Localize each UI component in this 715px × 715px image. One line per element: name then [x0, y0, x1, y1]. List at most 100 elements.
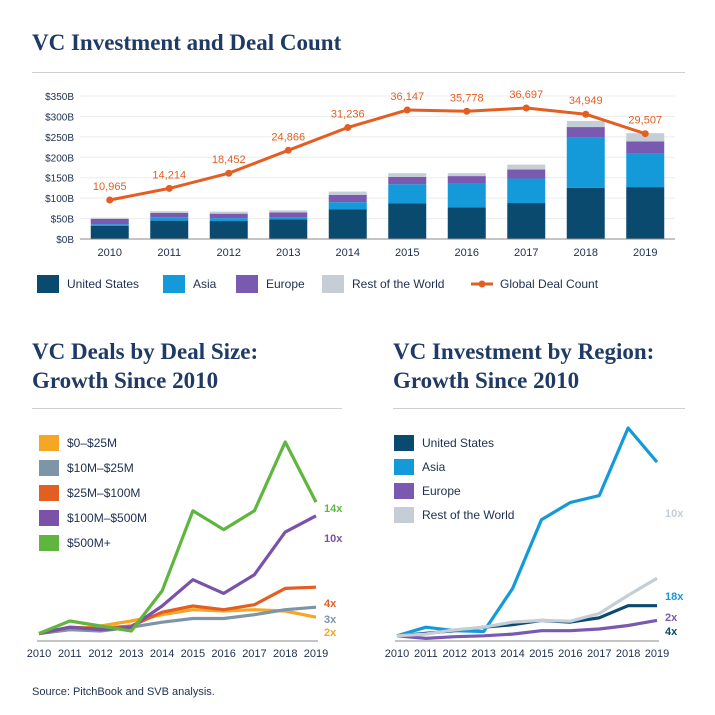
deal-count-label: 36,697 — [509, 89, 543, 101]
deal-count-point — [522, 104, 530, 112]
x-tick-label: 2013 — [119, 648, 143, 660]
x-tick-label: 2016 — [455, 247, 479, 259]
legend-label: Asia — [193, 277, 217, 291]
bar-us — [269, 219, 308, 239]
legend-swatch-s25_100 — [39, 485, 59, 501]
x-tick-label: 2015 — [181, 648, 205, 660]
bar-us — [566, 187, 605, 239]
title-divider — [393, 408, 685, 409]
legend-label: $25M–$100M — [67, 486, 140, 500]
series-line-s100_500 — [38, 514, 317, 636]
bar-us — [388, 203, 427, 239]
legend-label: Global Deal Count — [500, 277, 599, 291]
series-line-row — [396, 576, 658, 638]
series-line-s500 — [38, 440, 318, 635]
x-tick-label: 2013 — [276, 247, 300, 259]
end-label: 2x — [665, 612, 678, 624]
deal-count-point — [641, 130, 649, 138]
bar-row — [328, 191, 367, 195]
x-tick-label: 2011 — [58, 648, 82, 660]
bar-us — [150, 220, 189, 239]
bar-europe — [90, 218, 129, 225]
chart-title-deal-size-line2: Growth Since 2010 — [32, 368, 219, 393]
bar-us — [90, 225, 129, 239]
chart-title-region: VC Investment by Region: Growth Since 20… — [393, 337, 693, 395]
bar-row — [447, 173, 486, 177]
legend-label: $10M–$25M — [67, 461, 134, 475]
x-tick-label: 2014 — [150, 648, 174, 660]
x-tick-label: 2010 — [385, 648, 409, 660]
x-tick-label: 2011 — [414, 648, 438, 660]
deal-count-point — [225, 169, 233, 177]
bar-asia — [507, 178, 546, 204]
bar-us — [447, 207, 486, 239]
bar-asia — [328, 202, 367, 210]
end-label: 2x — [324, 627, 337, 639]
legend-swatch-asia — [163, 275, 185, 293]
bar-europe — [626, 141, 665, 154]
end-label: 10x — [324, 533, 343, 545]
legend-label: $100M–$500M — [67, 511, 147, 525]
bar-row — [566, 120, 605, 128]
legend-swatch-s500 — [39, 535, 59, 551]
bar-europe — [150, 212, 189, 218]
legend-swatch-us — [37, 275, 59, 293]
legend-swatch-s10_25 — [39, 460, 59, 476]
source-note: Source: PitchBook and SVB analysis. — [32, 686, 215, 698]
y-tick-label: $200B — [45, 153, 74, 164]
bar-us — [507, 203, 546, 239]
bar-us — [626, 187, 665, 239]
x-tick-label: 2014 — [336, 247, 360, 259]
chart-title-investment: VC Investment and Deal Count — [32, 30, 342, 55]
bar-asia — [566, 137, 605, 188]
legend-swatch-deal-point — [478, 280, 486, 288]
end-label: 18x — [665, 591, 684, 603]
deal-count-label: 36,147 — [390, 91, 424, 103]
bar-europe — [209, 213, 248, 219]
end-label: 3x — [324, 614, 337, 626]
y-tick-label: $150B — [45, 174, 74, 185]
y-tick-label: $300B — [45, 112, 74, 123]
bar-asia — [626, 153, 665, 188]
x-tick-label: 2010 — [98, 247, 122, 259]
legend-label: Rest of the World — [422, 508, 514, 522]
bar-asia — [388, 184, 427, 204]
bar-europe — [447, 176, 486, 184]
legend-label: United States — [422, 436, 494, 450]
deal-count-point — [165, 184, 173, 192]
bar-asia — [90, 224, 129, 226]
x-tick-label: 2017 — [514, 247, 538, 259]
bar-asia — [150, 217, 189, 221]
chart-title-region-line1: VC Investment by Region: — [393, 339, 655, 364]
title-divider — [32, 408, 342, 409]
x-tick-label: 2015 — [395, 247, 419, 259]
deal-count-label: 34,949 — [569, 95, 603, 107]
x-tick-label: 2011 — [157, 247, 181, 259]
bar-row — [90, 217, 129, 219]
legend-swatch-europe — [236, 275, 258, 293]
legend-label: Europe — [266, 277, 305, 291]
deal-count-label: 35,778 — [450, 92, 484, 104]
bar-row — [269, 210, 308, 213]
y-tick-label: $0B — [56, 235, 74, 246]
x-tick-label: 2012 — [88, 648, 112, 660]
bar-us — [328, 209, 367, 239]
bar-europe — [328, 194, 367, 203]
x-tick-label: 2019 — [633, 247, 657, 259]
end-label: 10x — [665, 508, 684, 520]
bar-asia — [209, 218, 248, 222]
x-tick-label: 2017 — [587, 648, 611, 660]
x-tick-label: 2018 — [273, 648, 297, 660]
legend-swatch-row — [394, 507, 414, 523]
x-tick-label: 2018 — [574, 247, 598, 259]
bar-asia — [269, 217, 308, 220]
x-tick-label: 2014 — [500, 648, 524, 660]
y-tick-label: $100B — [45, 194, 74, 205]
bar-row — [626, 133, 665, 142]
series-line-europe — [396, 618, 658, 640]
legend-label: United States — [67, 277, 139, 291]
y-tick-label: $350B — [45, 92, 74, 103]
x-tick-label: 2016 — [558, 648, 582, 660]
legend-label: Asia — [422, 460, 446, 474]
